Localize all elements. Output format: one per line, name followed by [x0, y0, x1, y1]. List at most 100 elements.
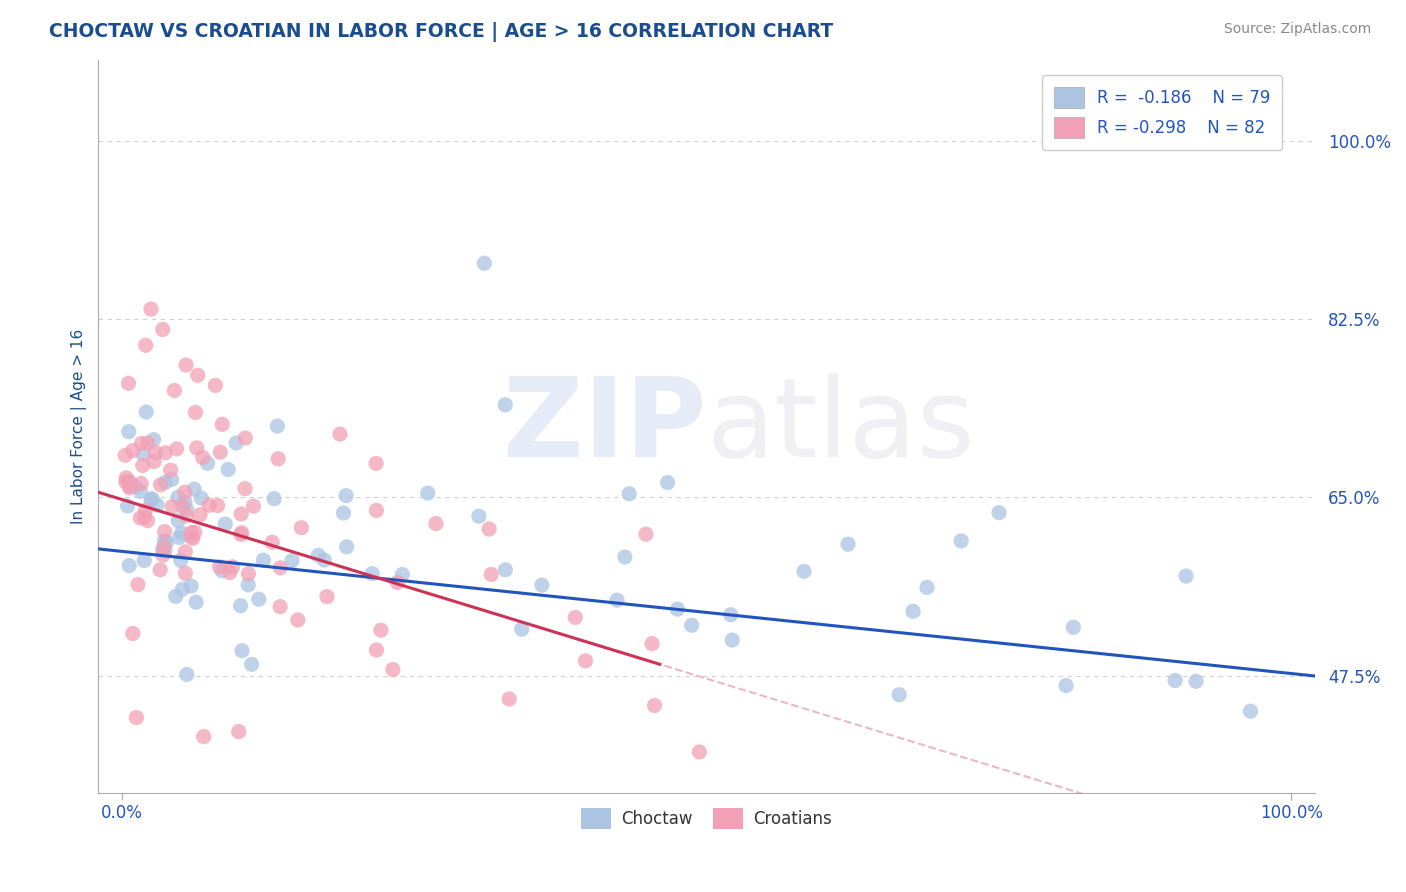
Point [510, 622, 533, 636]
Point [122, 626, 145, 640]
Point [262, 535, 284, 549]
Point [287, 613, 309, 627]
Point [180, 525, 202, 540]
Point [950, 533, 973, 548]
Point [180, 579, 202, 593]
Point [688, 745, 710, 759]
Point [155, 446, 177, 460]
Point [167, 531, 190, 545]
Point [364, 457, 387, 471]
Point [141, 491, 163, 506]
Point [657, 475, 679, 490]
Text: CHOCTAW VS CROATIAN IN LABOR FORCE | AGE > 16 CORRELATION CHART: CHOCTAW VS CROATIAN IN LABOR FORCE | AGE… [49, 22, 834, 42]
Point [988, 506, 1011, 520]
Point [1164, 673, 1187, 688]
Point [191, 450, 214, 465]
Point [720, 607, 742, 622]
Point [366, 503, 388, 517]
Point [479, 567, 502, 582]
Point [1062, 620, 1084, 634]
Point [190, 491, 212, 505]
Point [391, 567, 413, 582]
Point [170, 553, 193, 567]
Point [229, 599, 252, 613]
Point [290, 521, 312, 535]
Point [176, 667, 198, 681]
Point [152, 322, 174, 336]
Point [181, 532, 204, 546]
Point [252, 553, 274, 567]
Point [115, 475, 138, 489]
Point [174, 545, 197, 559]
Point [361, 566, 384, 581]
Point [641, 637, 664, 651]
Point [1054, 679, 1077, 693]
Point [281, 553, 304, 567]
Point [139, 301, 162, 316]
Point [125, 710, 148, 724]
Text: Source: ZipAtlas.com: Source: ZipAtlas.com [1223, 22, 1371, 37]
Point [336, 540, 359, 554]
Point [574, 654, 596, 668]
Point [266, 419, 288, 434]
Point [139, 493, 162, 508]
Point [370, 623, 392, 637]
Point [193, 730, 215, 744]
Point [117, 499, 139, 513]
Point [238, 566, 260, 581]
Point [211, 417, 233, 432]
Point [468, 509, 491, 524]
Y-axis label: In Labor Force | Age > 16: In Labor Force | Age > 16 [72, 328, 87, 524]
Point [134, 553, 156, 567]
Point [204, 378, 226, 392]
Point [146, 498, 169, 512]
Point [681, 618, 703, 632]
Point [218, 566, 240, 580]
Point [307, 549, 329, 563]
Point [183, 482, 205, 496]
Point [198, 498, 221, 512]
Point [159, 463, 181, 477]
Point [162, 500, 184, 514]
Point [166, 442, 188, 456]
Point [132, 458, 155, 473]
Point [160, 473, 183, 487]
Point [238, 578, 260, 592]
Point [174, 495, 197, 509]
Point [167, 490, 190, 504]
Point [1185, 674, 1208, 689]
Point [209, 445, 232, 459]
Point [184, 405, 207, 419]
Point [314, 553, 336, 567]
Point [152, 548, 174, 562]
Point [153, 524, 176, 539]
Point [135, 338, 157, 352]
Point [837, 537, 859, 551]
Point [228, 724, 250, 739]
Point [180, 530, 202, 544]
Text: atlas: atlas [707, 373, 976, 480]
Point [186, 595, 208, 609]
Point [498, 692, 520, 706]
Point [187, 368, 209, 383]
Point [131, 436, 153, 450]
Point [149, 563, 172, 577]
Point [172, 499, 194, 513]
Point [153, 544, 176, 558]
Point [176, 502, 198, 516]
Point [132, 447, 155, 461]
Point [1239, 704, 1261, 718]
Point [217, 462, 239, 476]
Point [156, 535, 179, 549]
Point [186, 441, 208, 455]
Point [129, 511, 152, 525]
Point [366, 643, 388, 657]
Point [233, 482, 256, 496]
Point [174, 566, 197, 581]
Point [606, 593, 628, 607]
Point [332, 506, 354, 520]
Point [176, 508, 198, 523]
Point [136, 514, 159, 528]
Point [207, 499, 229, 513]
Point [644, 698, 666, 713]
